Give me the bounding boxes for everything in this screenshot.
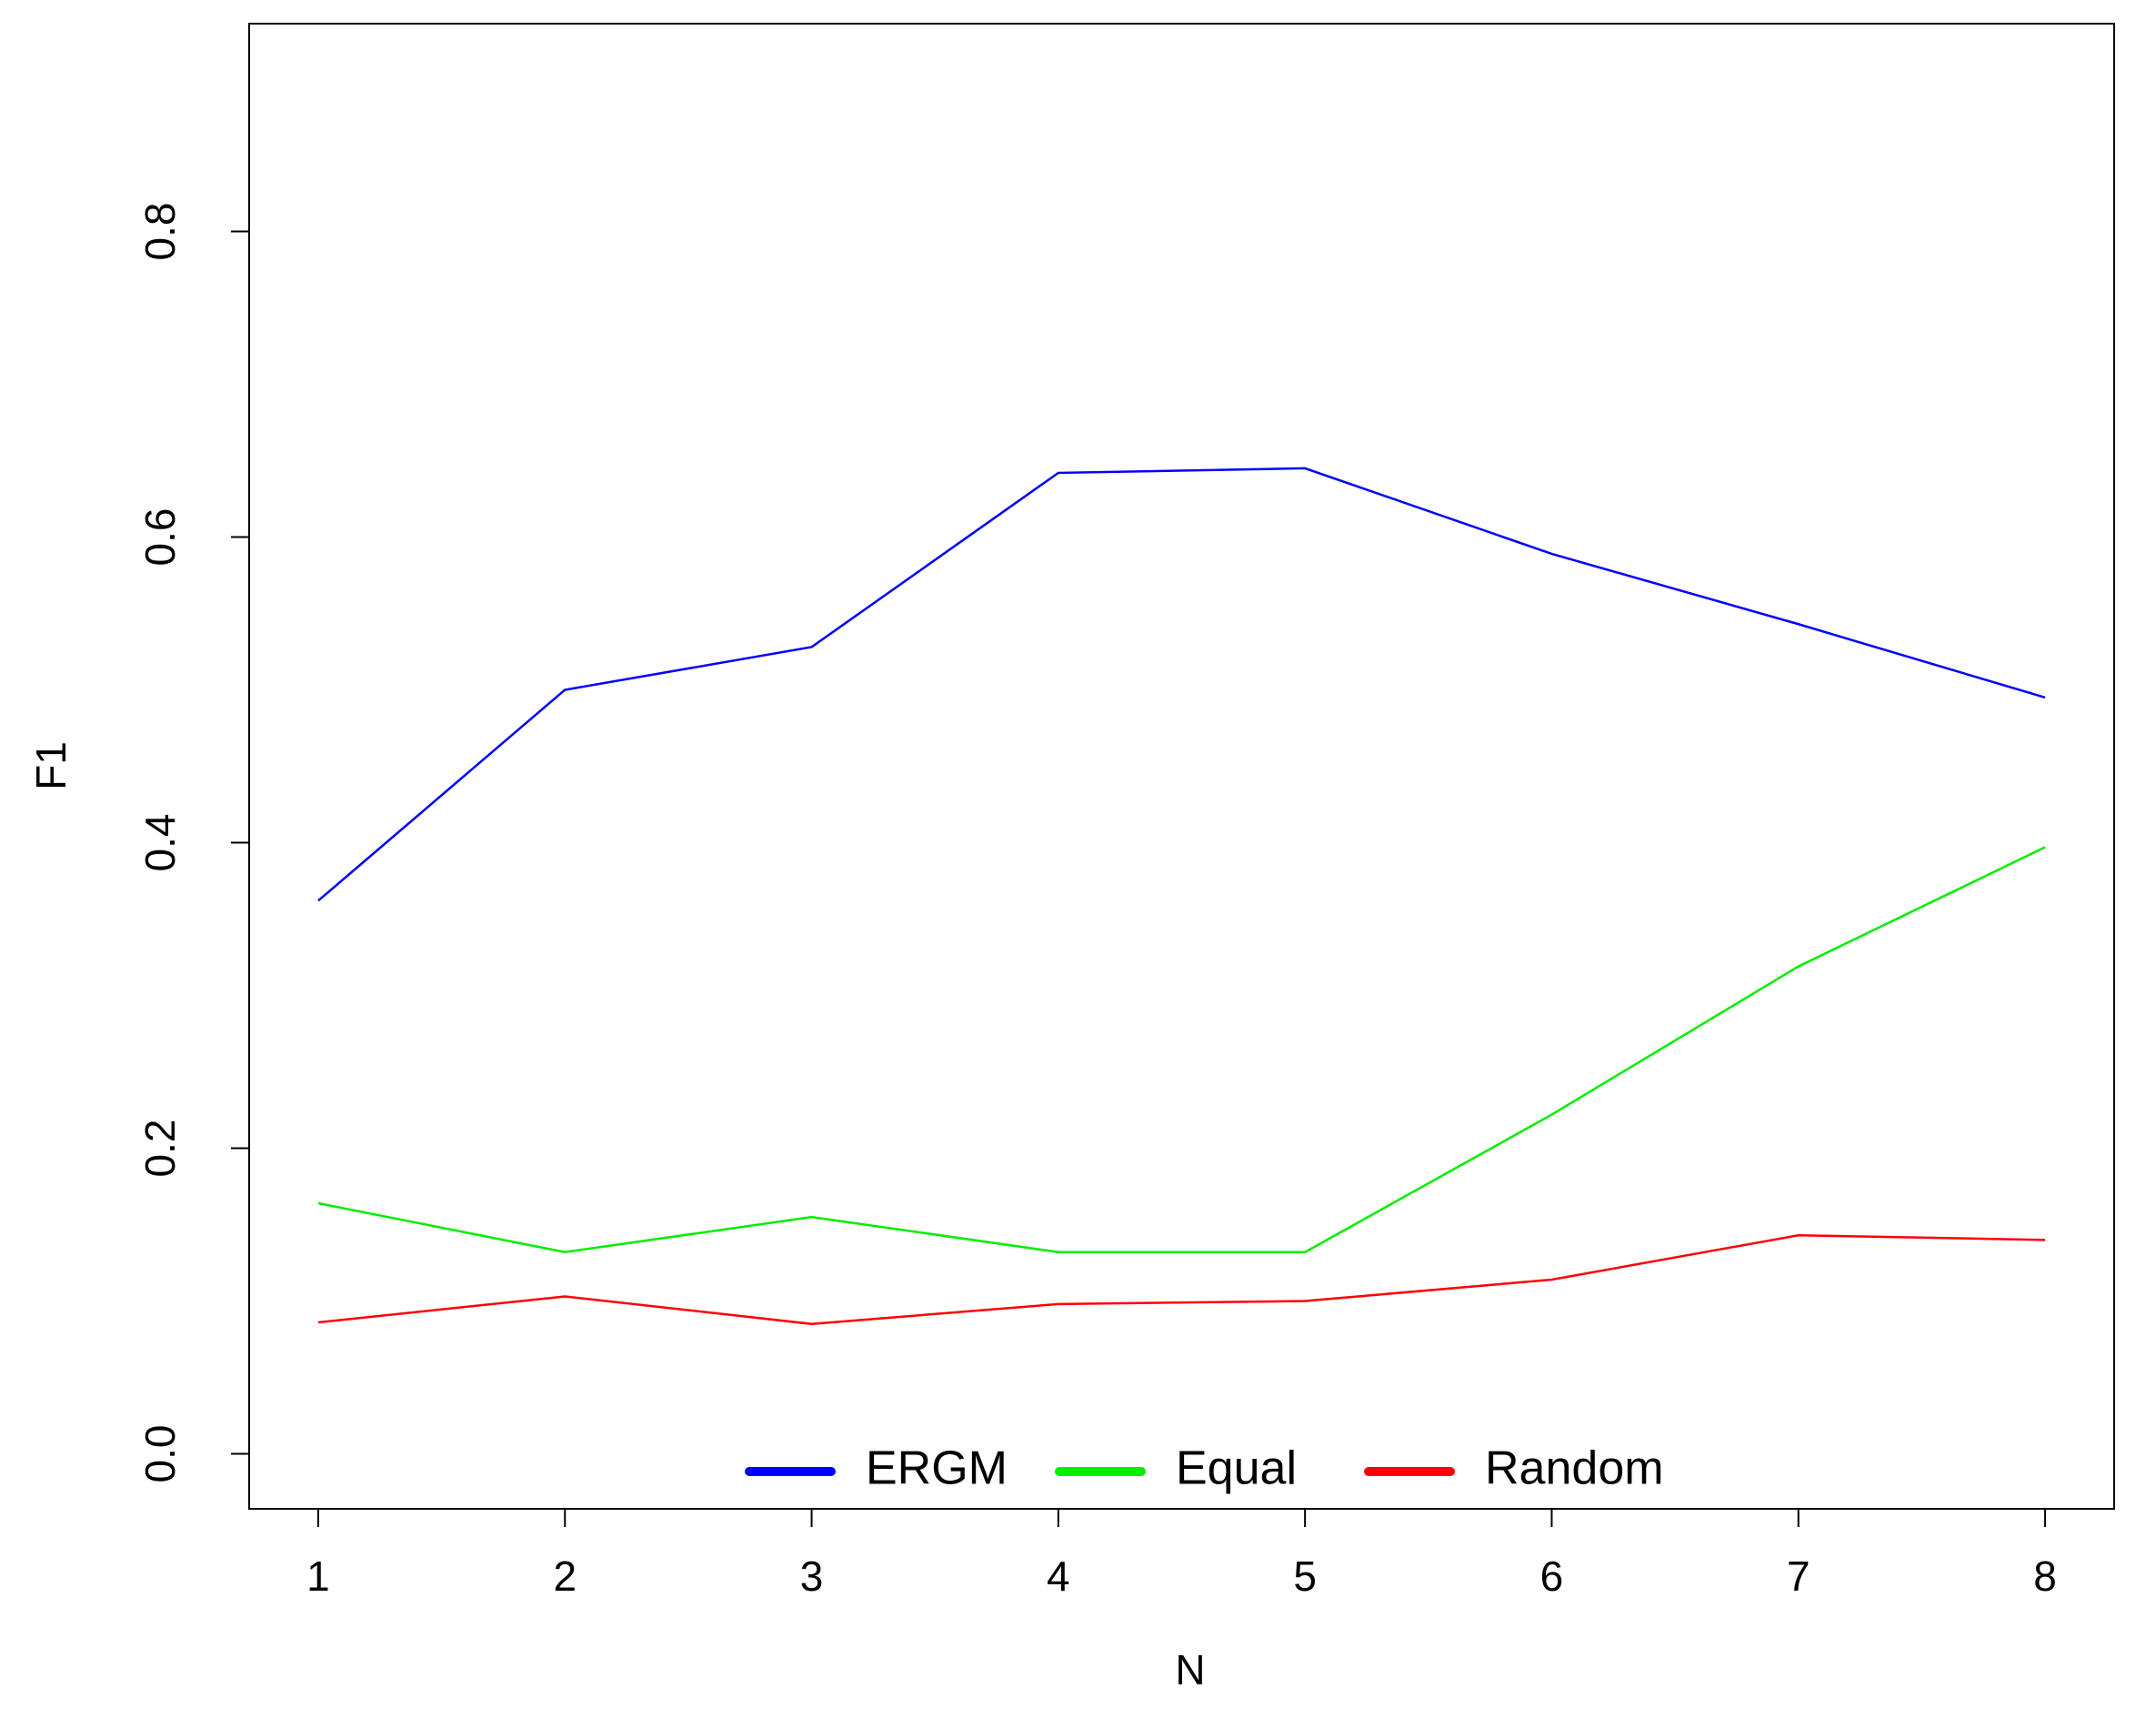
x-tick-label: 6: [1540, 1552, 1564, 1600]
x-tick-label: 7: [1787, 1552, 1810, 1600]
y-tick-label: 0.2: [136, 1120, 184, 1178]
y-tick-label: 0.6: [136, 508, 184, 567]
x-tick-label: 8: [2033, 1552, 2057, 1600]
y-tick-label: 0.0: [136, 1425, 184, 1483]
x-tick-label: 5: [1293, 1552, 1317, 1600]
legend-label: Random: [1485, 1442, 1664, 1495]
plot-box: [248, 23, 2115, 1510]
x-tick-label: 3: [800, 1552, 824, 1600]
x-tick-label: 1: [306, 1552, 330, 1600]
x-tick-label: 2: [553, 1552, 577, 1600]
series-line: [317, 846, 2046, 1254]
legend-label: Equal: [1176, 1442, 1297, 1495]
y-tick-label: 0.8: [136, 203, 184, 261]
series-line: [317, 467, 2046, 902]
x-axis-title: N: [1175, 1646, 1205, 1693]
y-axis-title: F1: [27, 741, 75, 790]
series-line: [317, 1234, 2046, 1325]
legend-label: ERGM: [866, 1442, 1008, 1495]
x-tick-label: 4: [1047, 1552, 1070, 1600]
y-tick-label: 0.4: [136, 814, 184, 872]
